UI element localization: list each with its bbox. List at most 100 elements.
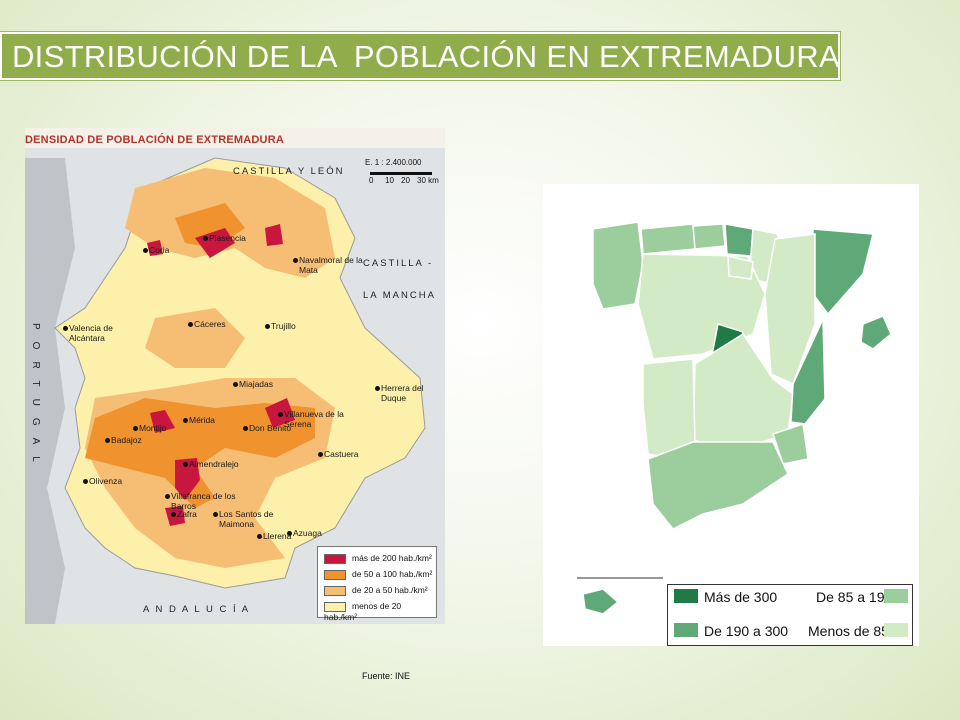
town-dot bbox=[203, 236, 208, 241]
source-label: Fuente: INE bbox=[362, 671, 411, 681]
region-asturias bbox=[640, 223, 696, 255]
spain-density-legend: Más de 300 De 190 a 300 De 85 a 190 Meno… bbox=[667, 584, 913, 646]
legend-row: de 50 a 100 hab./km² bbox=[324, 569, 432, 581]
scale-tick-10: 10 bbox=[385, 176, 394, 185]
legend-row: más de 200 hab./km² bbox=[324, 553, 432, 565]
spain-legend-label: De 85 a 190 bbox=[816, 589, 893, 605]
town-label: Herrera del Duque bbox=[381, 383, 424, 403]
town-dot bbox=[133, 426, 138, 431]
spain-density-map: Más de 300 De 190 a 300 De 85 a 190 Meno… bbox=[543, 184, 919, 646]
density-legend: más de 200 hab./km² de 50 a 100 hab./km²… bbox=[317, 546, 437, 622]
spain-legend-swatch bbox=[674, 589, 698, 603]
region-canarias bbox=[582, 588, 620, 615]
region-200-coria bbox=[147, 240, 163, 256]
legend-row: de 20 a 50 hab./km² bbox=[324, 585, 428, 597]
town-dot bbox=[183, 462, 188, 467]
legend-label: más de 200 hab./km² bbox=[352, 553, 432, 563]
town-label: Coria bbox=[149, 245, 170, 255]
town-label: Los Santos de Maimona bbox=[219, 509, 274, 529]
spain-legend-label: De 190 a 300 bbox=[704, 623, 789, 639]
region-label-east-1: CASTILLA - bbox=[363, 258, 434, 269]
town-dot bbox=[233, 382, 238, 387]
town-dot bbox=[143, 248, 148, 253]
legend-swatch bbox=[324, 553, 346, 564]
town-label: Cáceres bbox=[194, 319, 226, 329]
town-dot bbox=[171, 512, 176, 517]
town-label: Azuaga bbox=[293, 528, 322, 538]
spain-legend-swatch bbox=[674, 623, 698, 637]
town-label: Navalmoral de la Mata bbox=[299, 255, 363, 275]
spain-legend-swatch bbox=[884, 623, 908, 637]
spain-legend-swatch bbox=[884, 589, 908, 603]
town-dot bbox=[293, 258, 298, 263]
town-dot bbox=[257, 534, 262, 539]
town-dot bbox=[243, 426, 248, 431]
extremadura-map-shapes bbox=[25, 128, 445, 624]
scale-tick-30: 30 km bbox=[417, 176, 439, 185]
region-andalusia bbox=[647, 441, 789, 530]
town-label: Miajadas bbox=[239, 379, 274, 389]
town-label: Castuera bbox=[324, 449, 359, 459]
town-dot bbox=[375, 386, 380, 391]
town-label: Llerena bbox=[263, 531, 292, 541]
region-200-almendralejo bbox=[175, 458, 200, 500]
region-label-west: PORTUGAL bbox=[30, 322, 41, 474]
region-la-rioja bbox=[727, 255, 754, 280]
town-label: Don Benito bbox=[249, 423, 292, 433]
town-label: Trujillo bbox=[271, 321, 296, 331]
town-label: Mérida bbox=[189, 415, 215, 425]
town-label: Olivenza bbox=[89, 476, 123, 486]
legend-label: de 20 a 50 hab./km² bbox=[352, 585, 428, 595]
region-galicia bbox=[592, 221, 644, 310]
region-200-merida bbox=[150, 410, 175, 433]
town-dot bbox=[183, 418, 188, 423]
town-dot bbox=[188, 322, 193, 327]
spain-legend-label: Menos de 85 bbox=[808, 623, 889, 639]
scale-label: E. 1 : 2.400.000 bbox=[365, 158, 422, 167]
legend-swatch bbox=[324, 569, 346, 580]
region-pais-vasco bbox=[724, 223, 754, 257]
town-label: Plasencia bbox=[209, 233, 246, 243]
town-dot bbox=[83, 479, 88, 484]
town-label: Zafra bbox=[177, 509, 197, 519]
region-50-100-vegas bbox=[85, 398, 315, 508]
town-label: Villafranca de los Barros bbox=[171, 491, 236, 511]
legend-row: menos de 20 hab./km² bbox=[324, 601, 436, 622]
town-dot bbox=[213, 512, 218, 517]
legend-label: de 50 a 100 hab./km² bbox=[352, 569, 433, 579]
town-label: Almendralejo bbox=[189, 459, 239, 469]
scale-bar bbox=[370, 172, 432, 175]
town-dot bbox=[318, 452, 323, 457]
town-dot bbox=[278, 412, 283, 417]
region-200-plasencia bbox=[195, 228, 235, 258]
town-dot bbox=[287, 531, 292, 536]
region-valencia bbox=[790, 318, 826, 425]
town-label: Valencia de Alcántara bbox=[69, 323, 113, 343]
legend-label: menos de 20 hab./km² bbox=[324, 601, 402, 622]
town-label: Villanueva de la Serena bbox=[284, 409, 344, 429]
region-murcia bbox=[772, 423, 809, 465]
town-label: Montijo bbox=[139, 423, 167, 433]
extremadura-density-map: DENSIDAD DE POBLACIÓN DE EXTREMADURA E. … bbox=[25, 128, 445, 624]
region-label-east-2: LA MANCHA bbox=[363, 290, 436, 301]
scale-tick-20: 20 bbox=[401, 176, 410, 185]
town-label: Badajoz bbox=[111, 435, 142, 445]
region-20-50-caceres bbox=[145, 308, 245, 368]
region-catalonia bbox=[812, 228, 874, 316]
legend-swatch bbox=[324, 601, 346, 612]
legend-swatch bbox=[324, 585, 346, 596]
town-dot bbox=[105, 438, 110, 443]
region-label-north: CASTILLA Y LEÓN bbox=[233, 166, 345, 177]
left-map-title: DENSIDAD DE POBLACIÓN DE EXTREMADURA bbox=[25, 134, 284, 146]
region-label-south: A N D A L U C Í A bbox=[143, 604, 251, 615]
town-dot bbox=[265, 324, 270, 329]
spain-map-shapes bbox=[577, 221, 892, 615]
spain-legend-label: Más de 300 bbox=[704, 589, 778, 605]
region-baleares bbox=[860, 315, 892, 350]
scale-tick-0: 0 bbox=[369, 176, 374, 185]
town-dot bbox=[63, 326, 68, 331]
slide-title: DISTRIBUCIÓN DE LA POBLACIÓN EN EXTREMAD… bbox=[0, 32, 840, 80]
region-200-navalmoral bbox=[265, 224, 283, 246]
region-cantabria bbox=[692, 223, 726, 250]
town-dot bbox=[165, 494, 170, 499]
